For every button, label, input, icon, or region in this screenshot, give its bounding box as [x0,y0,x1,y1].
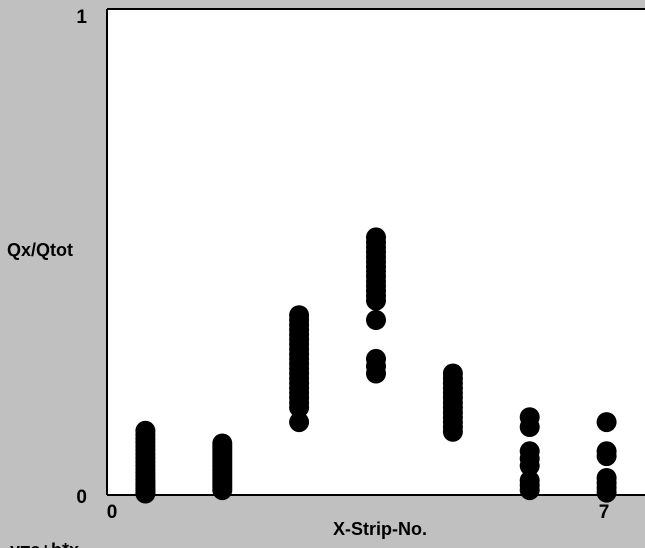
data-point [596,441,617,462]
data-point [596,468,617,488]
x-tick-label-max: 7 [599,502,610,523]
y-tick-label-max: 1 [76,7,87,28]
data-point [135,420,156,441]
data-point [519,407,540,428]
data-point [212,433,233,454]
y-axis-label: Qx/Qtot [7,240,73,260]
data-point [366,310,386,330]
y-tick-label-min: 0 [76,487,87,508]
data-point [442,363,463,384]
data-point [366,348,386,369]
scatter-points [135,227,617,504]
fit-formula: y=a+b*x [10,540,79,548]
data-point [596,412,617,433]
data-point [289,305,310,326]
x-axis-label: X-Strip-No. [333,519,427,539]
x-tick-label-min: 0 [107,502,118,523]
data-point [519,441,540,462]
data-point [366,227,386,248]
data-point [519,470,540,491]
data-point [289,412,310,433]
